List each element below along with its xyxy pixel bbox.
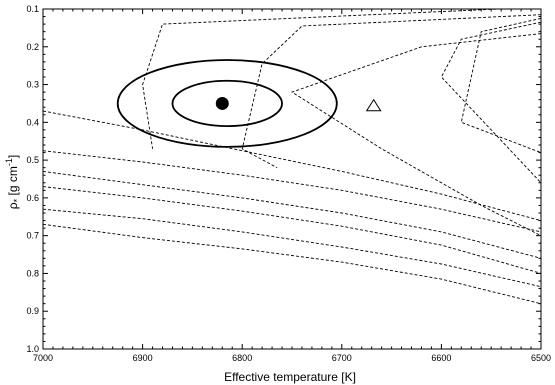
track-line — [290, 33, 541, 237]
y-axis-title: ρ* [g cm-1] — [4, 155, 22, 209]
x-tick-label: 6800 — [232, 353, 252, 363]
y-axis-superscript: -1 — [4, 158, 14, 166]
x-tick-labels: 7000 6900 6800 6700 6600 6500 — [33, 353, 551, 363]
y-axis-symbol: ρ — [6, 202, 20, 209]
y-tick-label: 0.9 — [26, 306, 39, 316]
isochrone-line — [43, 208, 541, 288]
x-axis-title: Effective temperature [K] — [224, 370, 356, 384]
track-line — [440, 21, 541, 184]
data-markers — [116, 59, 382, 148]
x-tick-label: 7000 — [33, 353, 53, 363]
y-tick-label: 0.8 — [26, 268, 39, 278]
y-axis-close: ] — [6, 155, 20, 158]
x-tick-label: 6900 — [133, 353, 153, 363]
y-tick-label: 0.3 — [26, 80, 39, 90]
track-line — [241, 14, 541, 169]
isochrone-line — [43, 186, 541, 274]
axis-ticks — [42, 8, 542, 350]
y-axis-subscript: * — [12, 198, 22, 202]
confidence-ellipse — [171, 79, 283, 128]
y-tick-label: 1.0 — [26, 344, 39, 354]
best-fit-point — [215, 96, 229, 110]
y-tick-label: 0.1 — [26, 4, 39, 14]
isochrone-line — [43, 170, 541, 259]
x-tick-label: 6700 — [332, 353, 352, 363]
y-tick-label: 0.4 — [26, 117, 39, 127]
isochrone-line — [43, 150, 541, 233]
confidence-ellipse — [116, 59, 338, 148]
isochrone-line — [43, 110, 541, 222]
y-tick-label: 0.2 — [26, 42, 39, 52]
data-lines — [43, 9, 541, 305]
x-tick-label: 6500 — [531, 353, 551, 363]
y-tick-label: 0.7 — [26, 231, 39, 241]
y-axis-unit: [g cm — [6, 166, 20, 199]
plot-frame — [42, 8, 542, 350]
y-tick-label: 0.5 — [26, 155, 39, 165]
isochrone-line — [43, 223, 541, 305]
track-line — [142, 9, 509, 149]
y-tick-labels: 0.1 0.2 0.3 0.4 0.5 0.6 0.7 0.8 0.9 1.0 — [26, 4, 39, 354]
track-line — [460, 17, 541, 154]
x-tick-label: 6600 — [431, 353, 451, 363]
triangle-marker — [365, 98, 382, 112]
y-tick-label: 0.6 — [26, 193, 39, 203]
